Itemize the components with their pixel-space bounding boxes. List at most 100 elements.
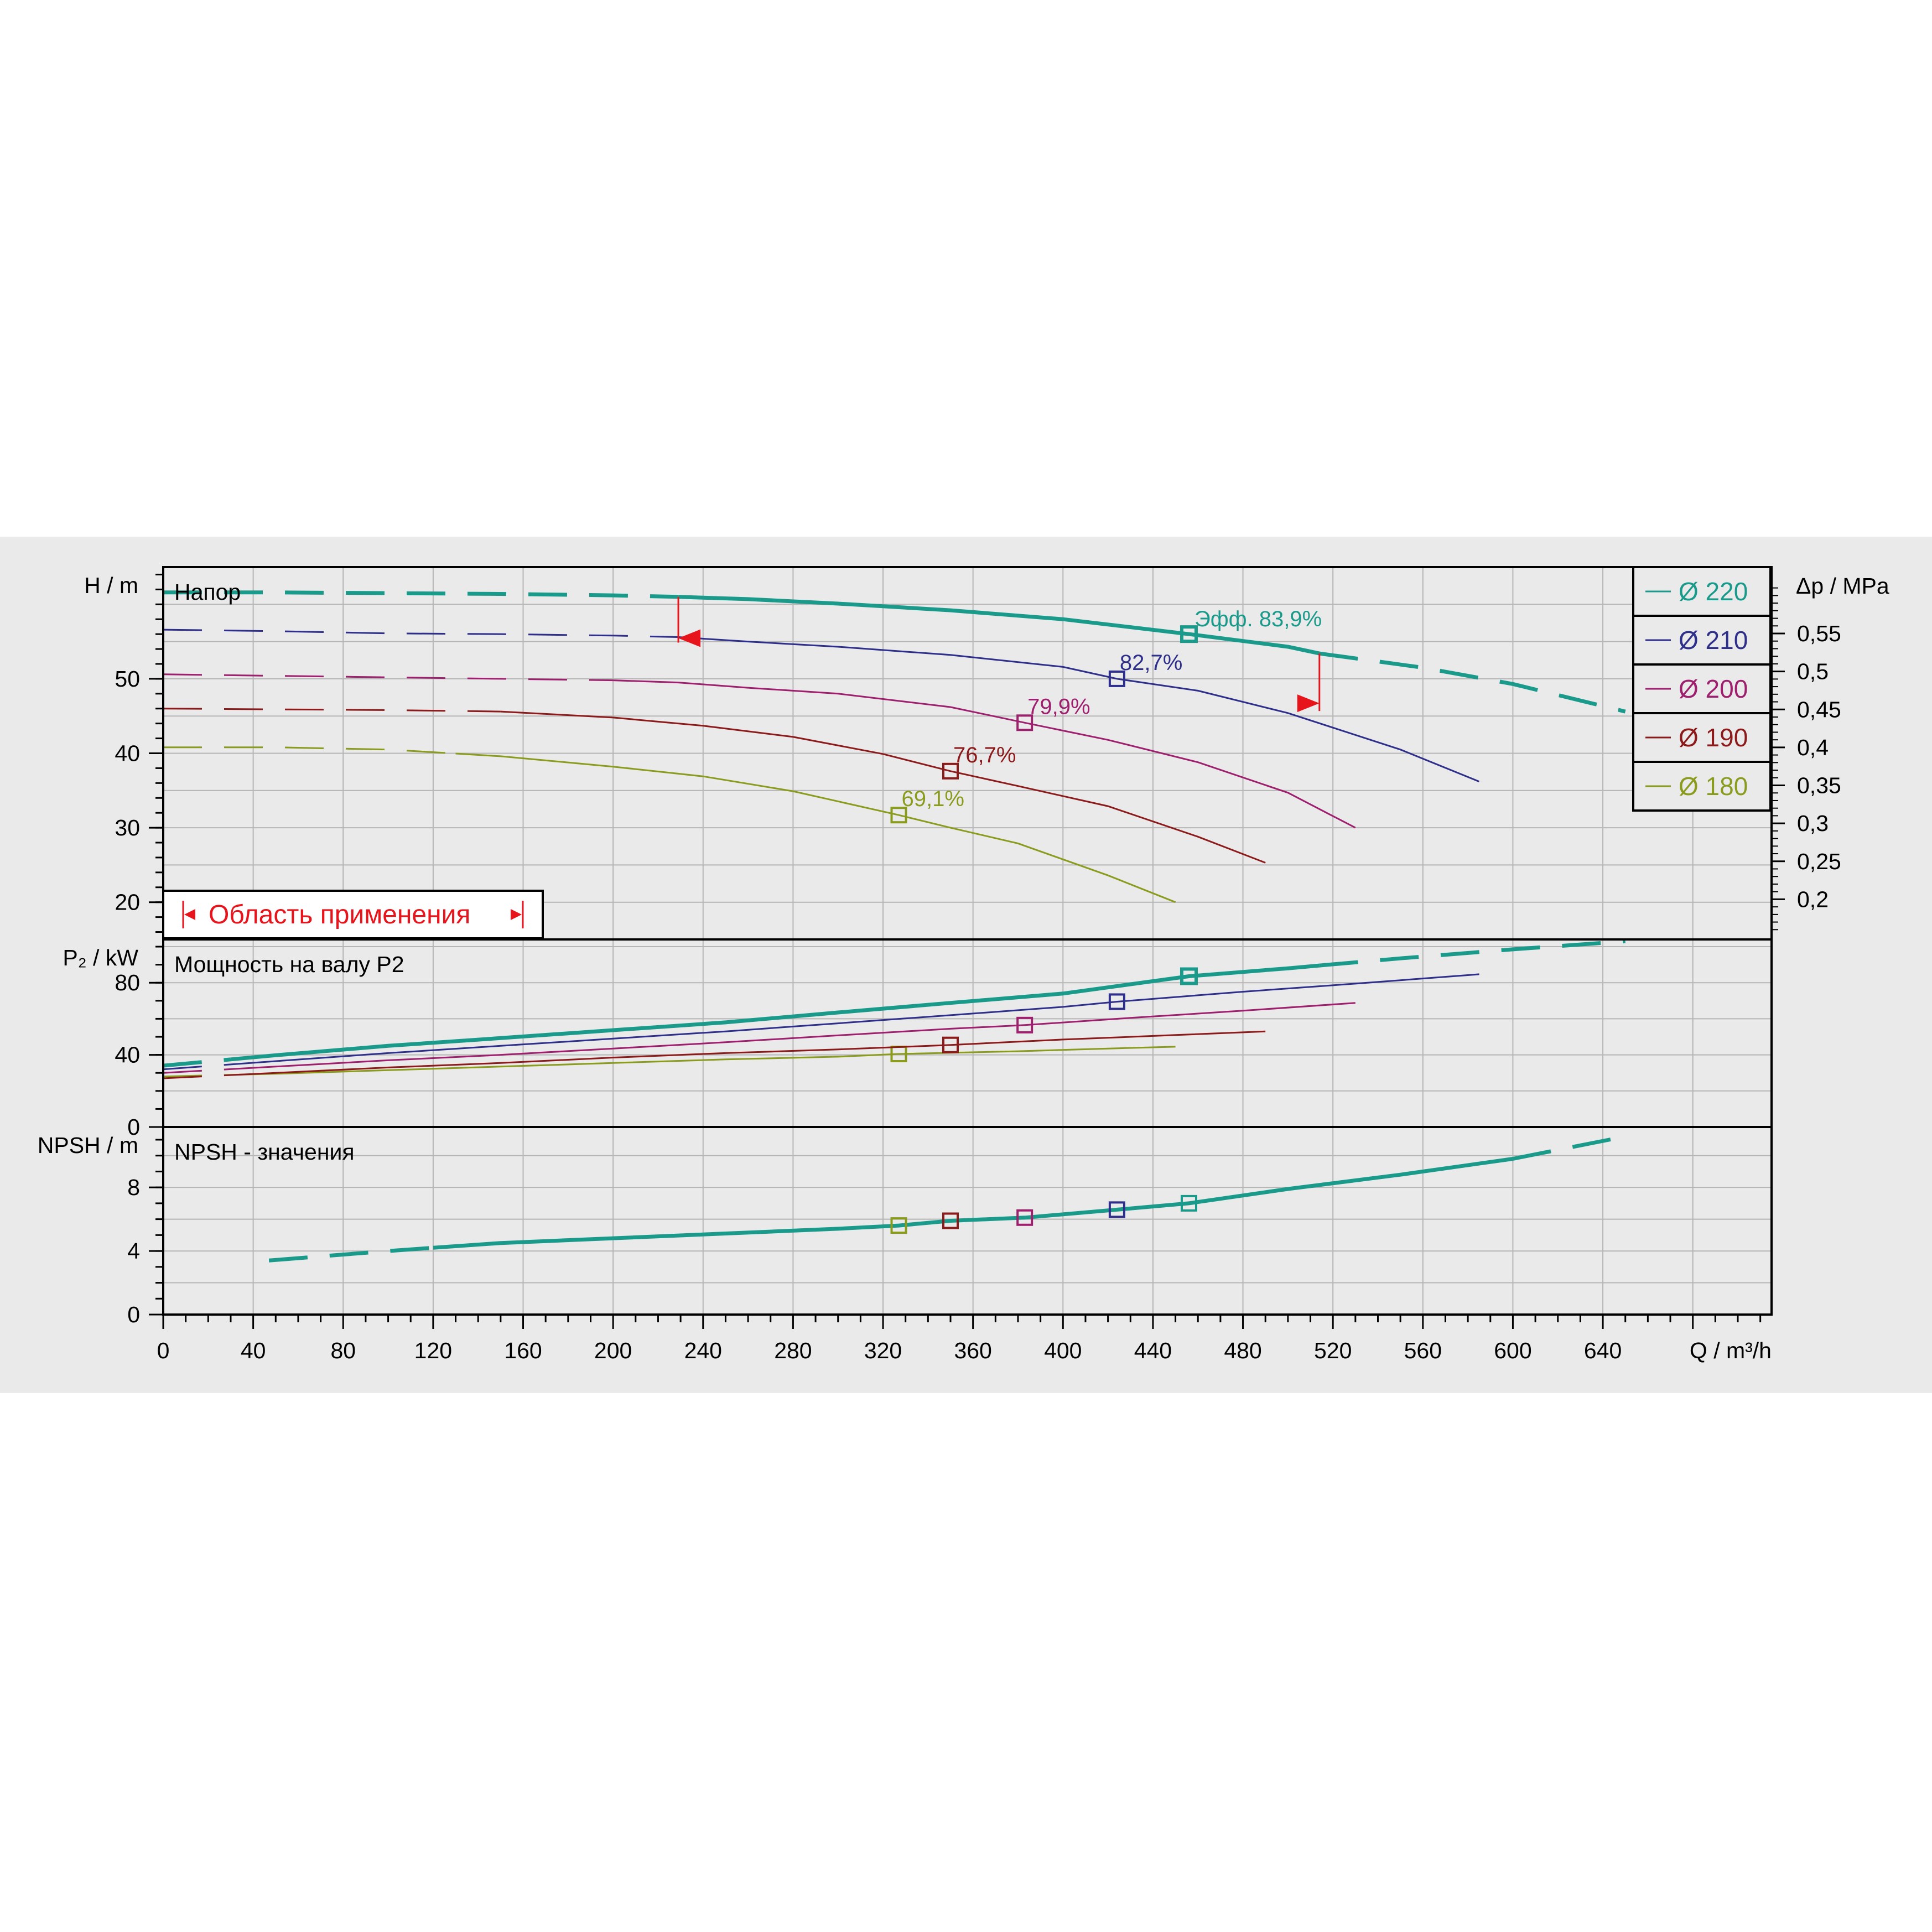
- y2-tick-label: 0,55: [1797, 621, 1841, 646]
- x-tick-label: 520: [1314, 1338, 1352, 1363]
- curve-solid-200: [230, 1002, 1355, 1070]
- y2-tick-label: 0,25: [1797, 849, 1841, 874]
- legend-item: [1632, 566, 1772, 617]
- y-axis-title-power: P₂ / kW: [63, 945, 138, 970]
- range-label-arrow-left: [184, 909, 195, 920]
- y-tick-label: 20: [115, 890, 140, 915]
- curve-dashed-220: [163, 1057, 231, 1068]
- x-tick-label: 400: [1044, 1338, 1082, 1363]
- curve-dashed-210: [163, 1063, 231, 1071]
- range-min-arrow: [678, 629, 701, 647]
- curve-dashed-200: [163, 1068, 231, 1074]
- panel-title-head: Напор: [174, 579, 241, 605]
- x-tick-label: 120: [414, 1338, 452, 1363]
- efficiency-label: Эфф. 83,9%: [1194, 607, 1322, 631]
- chart-background: [0, 537, 1932, 1393]
- curve-solid-210: [678, 636, 1480, 782]
- curve-solid-180: [230, 1046, 1176, 1076]
- legend-label: Ø 200: [1679, 674, 1748, 703]
- x-tick-label: 0: [157, 1338, 170, 1363]
- curve-dashed-220: [1512, 1134, 1626, 1161]
- y-tick-label: 8: [127, 1175, 140, 1200]
- npsh-marker: [1180, 1194, 1197, 1212]
- y2-tick-label: 0,3: [1797, 811, 1829, 836]
- range-label-arrow-right: [511, 909, 522, 920]
- y-axis-title-npsh: NPSH / m: [38, 1133, 138, 1158]
- x-tick-label: 640: [1584, 1338, 1622, 1363]
- x-tick-label: 440: [1134, 1338, 1172, 1363]
- bep-marker: [1108, 993, 1125, 1010]
- npsh-marker: [890, 1217, 907, 1234]
- range-label-text: Область применения: [209, 900, 470, 929]
- curve-dashed-180: [163, 1074, 231, 1078]
- x-tick-label: 280: [774, 1338, 812, 1363]
- bep-marker: [890, 807, 907, 824]
- curve-dashed-220: [268, 1245, 434, 1263]
- curve-dashed-220: [163, 590, 679, 599]
- curve-solid-200: [613, 679, 1356, 829]
- npsh-marker: [942, 1212, 959, 1229]
- efficiency-label: 76,7%: [953, 743, 1016, 767]
- bep-marker: [1016, 1016, 1033, 1033]
- curve-solid-220: [230, 963, 1320, 1062]
- curve-dashed-200: [163, 673, 614, 682]
- legend-label: Ø 220: [1679, 577, 1748, 606]
- y2-tick-label: 0,4: [1797, 735, 1829, 760]
- bep-marker: [1016, 714, 1033, 731]
- bep-marker: [1108, 670, 1125, 687]
- bep-marker: [1180, 967, 1198, 985]
- curve-layer: [163, 590, 1626, 1263]
- x-tick-label: 240: [684, 1338, 722, 1363]
- y2-tick-label: 0,2: [1797, 886, 1829, 912]
- efficiency-label: 69,1%: [901, 787, 964, 811]
- y-tick-label: 80: [115, 970, 140, 995]
- range-label-box: [162, 890, 544, 939]
- y-tick-label: 0: [127, 1302, 140, 1327]
- x-tick-label: 320: [864, 1338, 902, 1363]
- curve-dashed-180: [163, 746, 456, 755]
- curve-solid-180: [455, 752, 1176, 903]
- npsh-marker: [1108, 1201, 1125, 1218]
- curve-solid-190: [500, 710, 1266, 864]
- legend-label: Ø 190: [1679, 723, 1748, 752]
- curve-dashed-190: [163, 708, 501, 713]
- bep-marker: [942, 762, 959, 780]
- curve-solid-220: [433, 1157, 1513, 1250]
- curve-dashed-220: [1319, 939, 1625, 968]
- panel-title-power: Мощность на валу P2: [174, 952, 404, 977]
- curve-dashed-190: [163, 1074, 231, 1079]
- y-tick-label: 0: [127, 1114, 140, 1140]
- panel-title-npsh: NPSH - значения: [174, 1139, 355, 1165]
- efficiency-label: 82,7%: [1120, 651, 1182, 675]
- curve-dashed-210: [163, 629, 679, 638]
- legend-label: Ø 180: [1679, 772, 1748, 801]
- bep-marker: [942, 1036, 959, 1053]
- y-tick-label: 50: [115, 666, 140, 692]
- panel-curves-npsh: [268, 1134, 1626, 1263]
- y2-tick-label: 0,5: [1797, 659, 1829, 684]
- x-tick-label: 480: [1224, 1338, 1261, 1363]
- y-axis-title-head: H / m: [84, 573, 138, 598]
- x-tick-label: 360: [954, 1338, 991, 1363]
- panel-curves-head: [163, 590, 1626, 903]
- y-tick-label: 30: [115, 815, 140, 840]
- panel-curves-power: [163, 939, 1625, 1079]
- bep-marker: [1180, 625, 1198, 643]
- panel-frame-npsh: [162, 1126, 1773, 1316]
- y2-axis-title: Δp / MPa: [1796, 573, 1889, 599]
- curve-solid-220: [678, 595, 1320, 656]
- x-tick-label: 80: [330, 1338, 356, 1363]
- y2-tick-label: 0,35: [1797, 773, 1841, 798]
- y-tick-label: 40: [115, 741, 140, 766]
- x-tick-label: 160: [504, 1338, 542, 1363]
- x-tick-label: 560: [1404, 1338, 1442, 1363]
- label-layer: Эфф. 83,9% 82,7% 79,9% 76,7% 69,1% Область пр…: [38, 573, 1889, 1363]
- x-tick-label: 40: [241, 1338, 266, 1363]
- curve-solid-190: [230, 1030, 1266, 1076]
- x-tick-label: 600: [1494, 1338, 1531, 1363]
- grid-layer: [163, 567, 1772, 1315]
- y2-tick-label: 0,45: [1797, 697, 1841, 722]
- y-tick-label: 40: [115, 1042, 140, 1068]
